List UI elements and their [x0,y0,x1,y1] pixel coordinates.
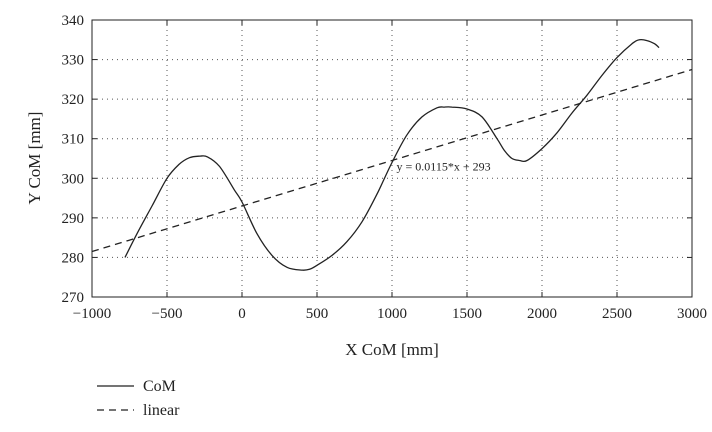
legend-label-com: CoM [143,378,176,395]
y-tick-label: 300 [62,171,85,187]
legend-label-linear: linear [143,402,180,419]
x-tick-label: 3000 [677,306,707,322]
y-tick-label: 270 [62,290,85,306]
y-tick-label: 280 [62,250,85,266]
y-tick-label: 330 [62,53,85,69]
y-axis-label: Y CoM [mm] [25,112,44,205]
series-layer [91,38,693,271]
x-tick-label: 2000 [527,306,557,322]
x-tick-label: 0 [238,306,246,322]
series-line-com [124,38,660,271]
ticks [91,19,693,298]
y-tick-label: 290 [62,211,85,227]
x-tick-label: 2500 [602,306,632,322]
series-line-linear [91,68,693,253]
y-tick-label: 320 [62,92,85,108]
legend: CoM linear [97,378,180,419]
x-tick-label: 1500 [452,306,482,322]
x-tick-label: −1000 [73,306,111,322]
x-tick-label: 1000 [377,306,407,322]
grid [92,20,692,297]
y-tick-label: 340 [62,13,85,29]
x-tick-label: −500 [152,306,183,322]
x-tick-label: 500 [306,306,329,322]
tick-labels: −1000 −500 0 500 1000 1500 2000 2500 3000 270 280 2… [62,13,708,322]
y-tick-label: 310 [62,132,85,148]
fit-equation-annotation: y = 0.0115*x + 293 [397,159,491,173]
x-axis-label: X CoM [mm] [345,340,439,359]
